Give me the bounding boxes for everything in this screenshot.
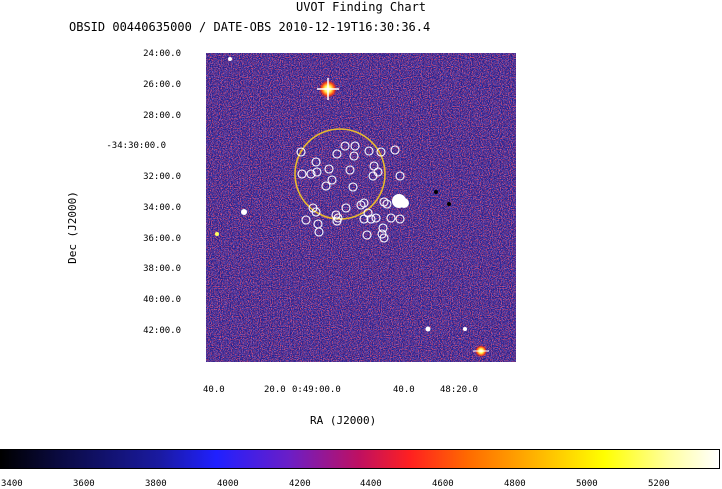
colorbar-tick-label: 4000 bbox=[217, 479, 239, 489]
y-tick-label: 24:00.0 bbox=[143, 49, 181, 59]
colorbar-tick-label: 3600 bbox=[73, 479, 95, 489]
colorbar-tick-label: 5000 bbox=[576, 479, 598, 489]
sky-image bbox=[206, 53, 516, 362]
bright-star bbox=[392, 194, 409, 208]
image-noise-red bbox=[206, 53, 516, 362]
star bbox=[463, 327, 467, 331]
colorbar-tick-label: 4800 bbox=[504, 479, 526, 489]
colorbar-tick-label: 3400 bbox=[1, 479, 23, 489]
x-tick-label: 48:20.0 bbox=[440, 385, 478, 395]
star bbox=[215, 232, 219, 236]
sky-image-svg bbox=[206, 53, 516, 362]
colorbar-tick-label: 4600 bbox=[432, 479, 454, 489]
star bbox=[228, 57, 232, 61]
star bbox=[425, 326, 431, 332]
source-markers bbox=[296, 141, 405, 243]
star bbox=[241, 209, 247, 215]
x-tick-label: 20.0 bbox=[264, 385, 286, 395]
colorbar bbox=[0, 449, 720, 469]
colorbar-tick-label: 5200 bbox=[648, 479, 670, 489]
colorbar-tick-label: 4400 bbox=[360, 479, 382, 489]
y-tick-label: 34:00.0 bbox=[143, 203, 181, 213]
x-axis-label: RA (J2000) bbox=[310, 414, 377, 427]
x-tick-label: 40.0 bbox=[203, 385, 225, 395]
y-tick-label: 40:00.0 bbox=[143, 295, 181, 305]
x-tick-label: 40.0 bbox=[393, 385, 415, 395]
y-tick-label: 32:00.0 bbox=[143, 172, 181, 182]
y-tick-label: 26:00.0 bbox=[143, 80, 181, 90]
y-tick-label: 38:00.0 bbox=[143, 264, 181, 274]
y-tick-label: 28:00.0 bbox=[143, 111, 181, 121]
target-circle bbox=[294, 128, 386, 220]
bright-star bbox=[317, 78, 339, 100]
chart-subtitle: OBSID 00440635000 / DATE-OBS 2010-12-19T… bbox=[69, 20, 431, 34]
colorbar-tick-label: 4200 bbox=[289, 479, 311, 489]
star bbox=[434, 190, 438, 194]
chart-title: UVOT Finding Chart bbox=[295, 0, 427, 14]
bright-star bbox=[473, 345, 489, 357]
y-tick-label: 36:00.0 bbox=[143, 234, 181, 244]
x-tick-label: 0:49:00.0 bbox=[292, 385, 341, 395]
colorbar-tick-label: 3800 bbox=[145, 479, 167, 489]
y-tick-label: -34:30:00.0 bbox=[106, 141, 166, 151]
y-axis-label: Dec (J2000) bbox=[65, 191, 79, 264]
y-tick-label: 42:00.0 bbox=[143, 326, 181, 336]
star bbox=[447, 202, 451, 206]
